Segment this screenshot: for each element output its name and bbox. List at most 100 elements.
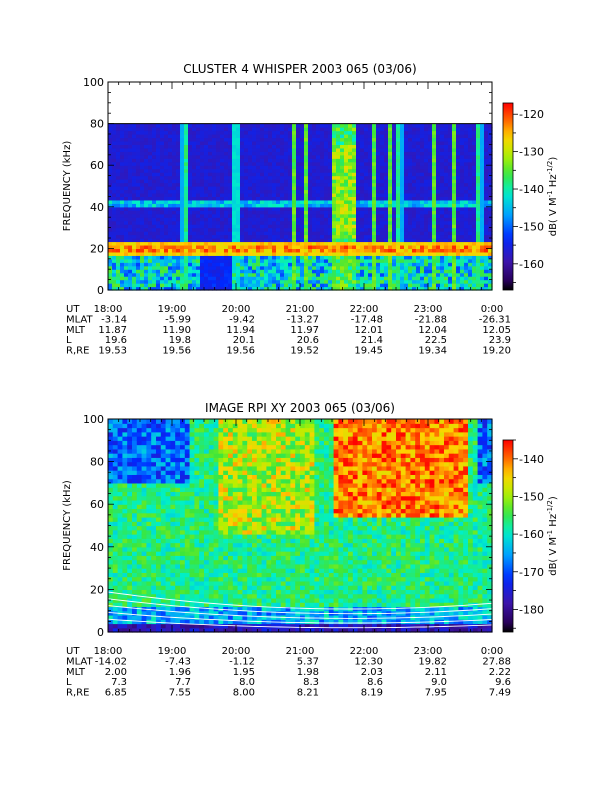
ephemeris-value: 19:00 <box>158 646 187 657</box>
ephemeris-value: 9.0 <box>431 677 447 688</box>
ephemeris-value: 27.88 <box>482 656 511 667</box>
ephemeris-value: 19.56 <box>226 346 255 357</box>
ephemeris-value: 19.6 <box>105 335 127 346</box>
ephemeris-value: 2.11 <box>425 667 447 678</box>
colorbar-label-part: ) <box>548 157 559 161</box>
ephemeris-value: 23.9 <box>489 335 511 346</box>
ephemeris-value: 19.52 <box>290 346 319 357</box>
ephemeris-value: 19.45 <box>354 346 383 357</box>
y-tick-label: 80 <box>90 456 104 469</box>
y-tick-label: 40 <box>90 201 104 214</box>
colorbar-label-part: -1/2 <box>546 161 554 175</box>
ephemeris-row-label: L <box>66 677 72 688</box>
colorbar: -140 -150 -160 -170 -180 dB( V M-1 Hz-1/2) <box>502 439 559 633</box>
ephemeris-value: 7.95 <box>425 688 447 699</box>
ephemeris-value: 12.01 <box>354 325 383 336</box>
colorbar-tick-label: -140 <box>519 453 544 466</box>
colorbar-tick-label: -140 <box>519 183 544 196</box>
ephemeris-value: -14.02 <box>95 656 127 667</box>
spectrogram-image <box>108 419 493 633</box>
y-tick-label: 60 <box>90 159 104 172</box>
colorbar-label-part: -1 <box>546 530 554 537</box>
colorbar-label-part: Hz <box>548 514 559 530</box>
ephemeris-value: 23:00 <box>414 304 443 315</box>
ephemeris-value: 19.53 <box>98 346 127 357</box>
ephemeris-row-label: R,RE <box>66 346 89 357</box>
ephemeris-row-label: MLAT <box>66 314 93 325</box>
ephemeris-value: 23:00 <box>414 646 443 657</box>
ephemeris-value: 2.03 <box>361 667 383 678</box>
ephemeris-value: 22:00 <box>350 304 379 315</box>
ephemeris-value: 6.85 <box>105 688 127 699</box>
y-axis: 0 20 40 60 80 100 <box>83 76 492 297</box>
colorbar-label: dB( V M-1 Hz-1/2) <box>546 157 559 237</box>
ephemeris-row-label: UT <box>66 646 80 657</box>
ephemeris-value: 2.22 <box>489 667 511 678</box>
colorbar-label-part: -1 <box>546 190 554 197</box>
colorbar-tick-label: -120 <box>519 108 544 121</box>
ephemeris-value: 18:00 <box>94 304 123 315</box>
ephemeris-value: 7.7 <box>175 677 191 688</box>
ephemeris-row-label: L <box>66 335 72 346</box>
ephemeris-value: 7.3 <box>111 677 127 688</box>
ephemeris-value: 8.21 <box>297 688 319 699</box>
y-tick-label: 0 <box>97 626 104 639</box>
ephemeris-value: 1.98 <box>297 667 319 678</box>
ephemeris-value: 7.55 <box>169 688 191 699</box>
ephemeris-value: 11.87 <box>98 325 127 336</box>
colorbar-tick-label: -150 <box>519 220 544 233</box>
ephemeris-value: 12.04 <box>418 325 447 336</box>
ephemeris-value: -1.12 <box>229 656 255 667</box>
ephemeris-value: 21:00 <box>286 646 315 657</box>
colorbar-tick-label: -170 <box>519 566 544 579</box>
ephemeris-value: 19:00 <box>158 304 187 315</box>
colorbar-tick-label: -130 <box>519 146 544 159</box>
x-axis <box>107 82 493 290</box>
ephemeris-value: 0:00 <box>481 646 503 657</box>
y-tick-label: 100 <box>83 413 104 426</box>
ephemeris-value: 2.00 <box>105 667 127 678</box>
colorbar-tick-label: -160 <box>519 258 544 271</box>
ephemeris-row-label: MLAT <box>66 656 93 667</box>
ephemeris-value: 8.19 <box>361 688 383 699</box>
panel-title: IMAGE RPI XY 2003 065 (03/06) <box>205 401 395 415</box>
ephemeris-value: 11.94 <box>226 325 255 336</box>
colorbar: -120 -130 -140 -150 -160 dB( V M-1 Hz-1/2) <box>502 102 559 291</box>
ephemeris-value: -3.14 <box>101 314 127 325</box>
panel-title: CLUSTER 4 WHISPER 2003 065 (03/06) <box>183 62 416 76</box>
colorbar-label: dB( V M-1 Hz-1/2) <box>546 496 559 576</box>
ephemeris-value: 5.37 <box>297 656 319 667</box>
ephemeris-value: 1.96 <box>169 667 191 678</box>
ephemeris-value: 22:00 <box>350 646 379 657</box>
spectrogram-image <box>108 82 493 291</box>
colorbar-label-part: dB( V M <box>548 537 559 576</box>
ephemeris-value: 12.05 <box>482 325 511 336</box>
y-axis-label: FREQUENCY (kHz) <box>62 480 73 571</box>
ephemeris-value: 0:00 <box>481 304 503 315</box>
y-tick-label: 20 <box>90 583 104 596</box>
ephemeris-value: 8.6 <box>367 677 383 688</box>
ephemeris-value: 9.6 <box>495 677 511 688</box>
colorbar-tick-label: -160 <box>519 528 544 541</box>
y-tick-label: 60 <box>90 498 104 511</box>
ephemeris-row-label: MLT <box>66 325 86 336</box>
colorbar-label-part: -1/2 <box>546 500 554 514</box>
x-axis <box>107 419 493 632</box>
colorbar-tick-label: -150 <box>519 490 544 503</box>
ephemeris-value: 7.49 <box>489 688 511 699</box>
ephemeris-value: -5.99 <box>165 314 191 325</box>
ephemeris-value: -9.42 <box>229 314 255 325</box>
ephemeris-row-label: UT <box>66 304 80 315</box>
y-tick-label: 20 <box>90 242 104 255</box>
colorbar-tick-label: -180 <box>519 603 544 616</box>
ephemeris-value: 8.00 <box>233 688 255 699</box>
y-tick-label: 40 <box>90 541 104 554</box>
ephemeris-value: 22.5 <box>425 335 447 346</box>
y-tick-label: 0 <box>97 284 104 297</box>
ephemeris-value: 20:00 <box>222 304 251 315</box>
y-tick-label: 100 <box>83 76 104 89</box>
colorbar-label-part: ) <box>548 496 559 500</box>
ephemeris-value: 20:00 <box>222 646 251 657</box>
